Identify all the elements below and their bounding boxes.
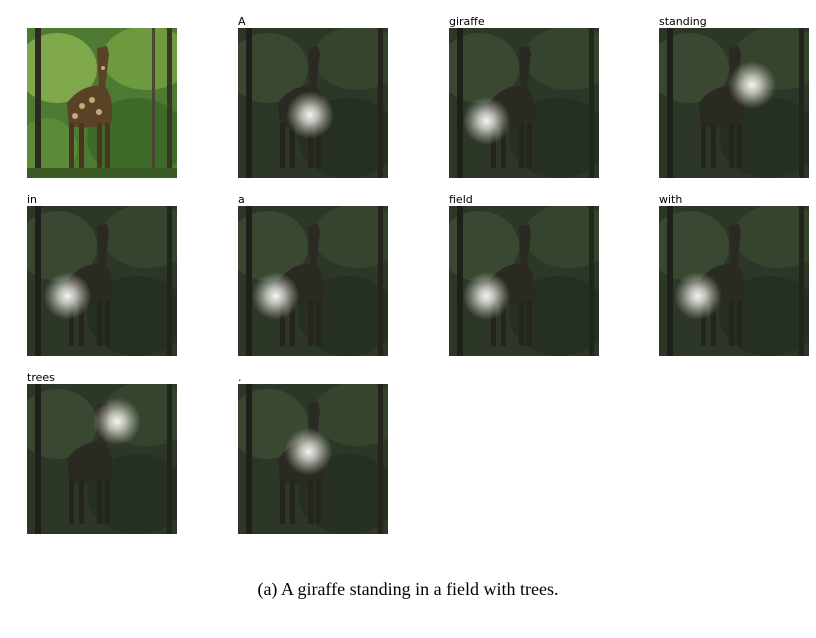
- attention-spot: [728, 61, 776, 109]
- attention-map-icon: [659, 206, 809, 356]
- attention-map-icon: [238, 28, 388, 178]
- attention-map-icon: [27, 384, 177, 534]
- attention-spot: [93, 397, 141, 446]
- attention-spot: [43, 272, 92, 320]
- attention-word: a: [238, 193, 247, 206]
- attention-word: A: [238, 15, 248, 28]
- attention-frame: field: [449, 194, 599, 356]
- attention-spot: [462, 272, 511, 320]
- attention-word: field: [449, 193, 475, 206]
- original-image-cell: [27, 28, 177, 178]
- attention-word: .: [238, 371, 244, 384]
- attention-frame: A: [238, 16, 388, 178]
- attention-spot: [674, 272, 722, 320]
- attention-word: with: [659, 193, 685, 206]
- attention-frame: .: [238, 372, 388, 534]
- attention-map-icon: [27, 206, 177, 356]
- attention-spot: [462, 97, 511, 145]
- attention-word: trees: [27, 371, 57, 384]
- attention-word: in: [27, 193, 40, 206]
- attention-spot: [251, 272, 300, 320]
- attention-frame: a: [238, 194, 388, 356]
- giraffe-photo-icon: [27, 28, 177, 178]
- attention-map-icon: [449, 28, 599, 178]
- attention-word: giraffe: [449, 15, 487, 28]
- attention-frame: in: [27, 194, 177, 356]
- figure-caption: (a) A giraffe standing in a field with t…: [257, 579, 559, 599]
- attention-map-icon: [238, 206, 388, 356]
- attention-word: standing: [659, 15, 709, 28]
- attention-spot: [284, 427, 333, 476]
- attention-frame: giraffe: [449, 16, 599, 178]
- attention-map-icon: [449, 206, 599, 356]
- attention-frame: standing: [659, 16, 809, 178]
- attention-map-icon: [238, 384, 388, 534]
- attention-frame: trees: [27, 372, 177, 534]
- attention-map-icon: [659, 28, 809, 178]
- attention-spot: [286, 91, 334, 139]
- attention-frame: with: [659, 194, 809, 356]
